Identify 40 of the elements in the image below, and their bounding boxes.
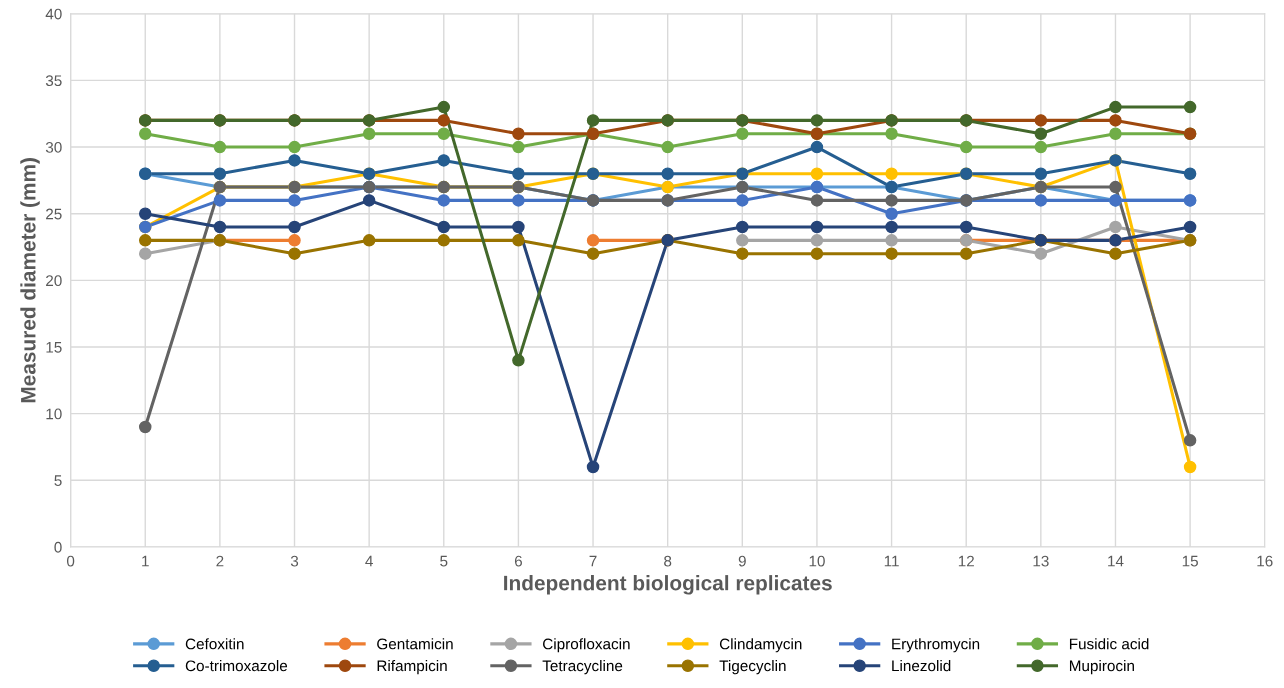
x-tick-label: 13 — [1033, 555, 1049, 567]
x-tick-label: 4 — [365, 555, 373, 567]
x-tick-label: 12 — [958, 555, 974, 567]
legend-label: Rifampicin — [377, 660, 447, 675]
legend-label: Clindamycin — [719, 638, 802, 653]
legend-label: Tigecyclin — [719, 660, 786, 675]
x-tick-label: 11 — [884, 555, 899, 567]
x-tick-label: 5 — [440, 555, 448, 567]
y-tick-label: 20 — [46, 275, 62, 287]
x-tick-label: 1 — [142, 555, 149, 567]
y-tick-label: 15 — [46, 342, 62, 353]
x-tick-label: 16 — [1257, 555, 1273, 567]
legend-label: Linezolid — [892, 660, 951, 672]
x-tick-label: 15 — [1182, 555, 1198, 567]
legend-label: Erythromycin — [892, 638, 980, 653]
x-tick-label: 3 — [290, 555, 299, 567]
legend-label: Mupirocin — [1069, 660, 1134, 675]
legend-label: Fusidic acid — [1069, 638, 1149, 650]
x-axis-title: Independent biological replicates — [504, 575, 832, 595]
y-tick-label: 40 — [45, 8, 62, 20]
legend-label: Tetracycline — [542, 660, 623, 675]
legend-label: Ciprofloxacin — [543, 638, 630, 653]
x-tick-label: 8 — [664, 555, 672, 567]
x-tick-label: 0 — [66, 555, 75, 567]
x-tick-label: 2 — [216, 555, 224, 567]
y-tick-label: 35 — [45, 75, 62, 87]
y-tick-label: 5 — [54, 475, 62, 486]
y-tick-label: 10 — [46, 408, 62, 420]
x-tick-label: 7 — [589, 555, 597, 567]
y-tick-label: 0 — [54, 541, 62, 553]
x-tick-label: 9 — [738, 555, 746, 567]
x-tick-label: 14 — [1108, 555, 1124, 567]
legend-label: Gentamicin — [377, 638, 453, 650]
y-axis-title: Measured diameter (mm) — [20, 158, 40, 403]
legend-label: Co-trimoxazole — [185, 660, 288, 672]
y-tick-label: 30 — [45, 141, 62, 153]
legend-label: Cefoxitin — [185, 638, 244, 650]
x-tick-label: 6 — [514, 555, 522, 567]
x-tick-label: 10 — [809, 555, 825, 567]
y-tick-label: 25 — [46, 208, 62, 220]
